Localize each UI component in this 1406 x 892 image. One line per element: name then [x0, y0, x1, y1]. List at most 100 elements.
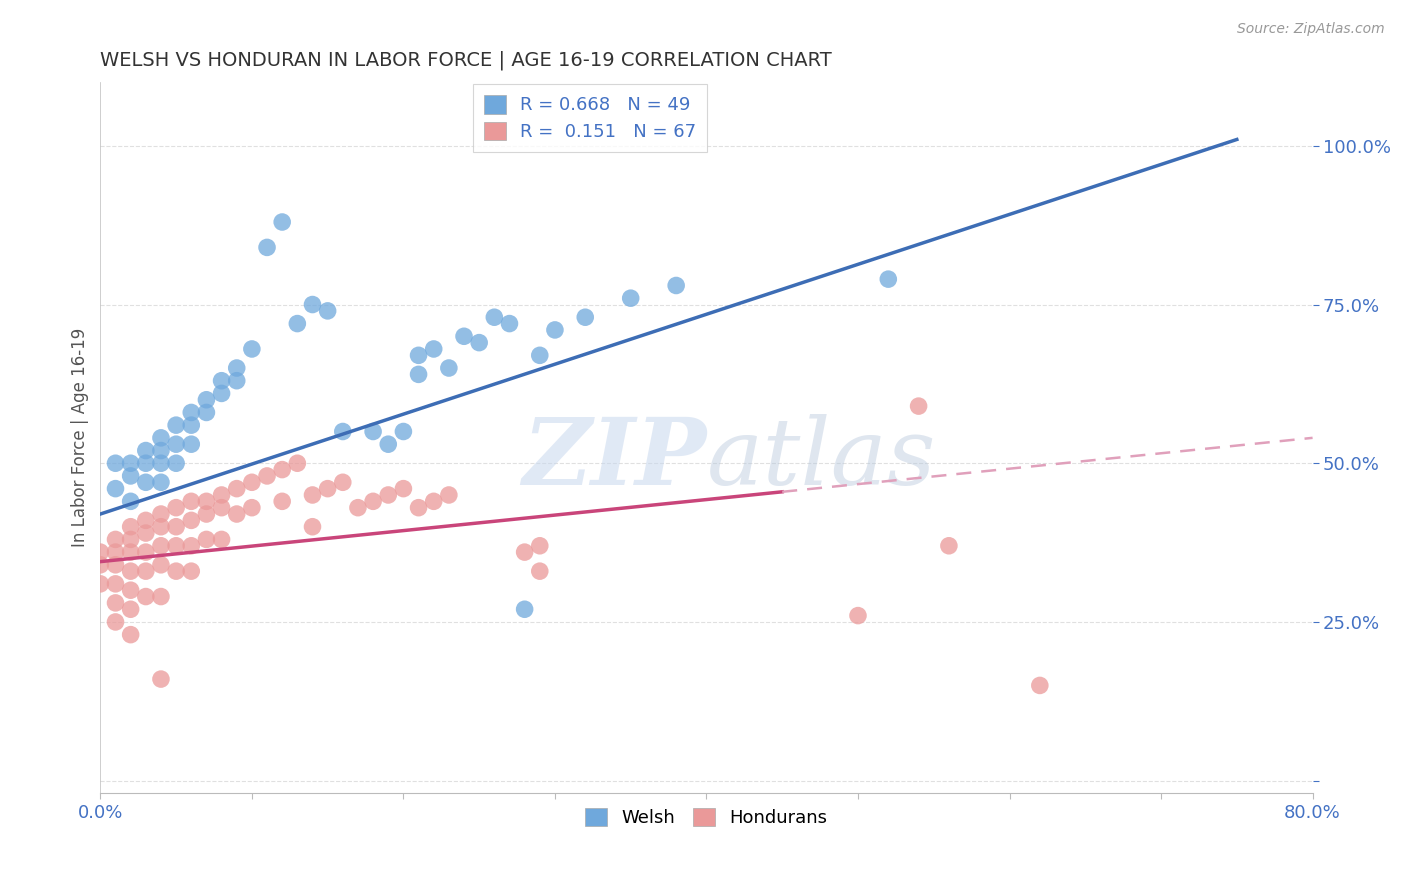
Point: [104, 456, 127, 470]
Point: [195, 392, 218, 407]
Point: [211, 488, 233, 502]
Point: [195, 494, 218, 508]
Point: [392, 482, 415, 496]
Point: [225, 374, 247, 388]
Point: [165, 519, 187, 533]
Point: [120, 469, 142, 483]
Point: [301, 519, 323, 533]
Point: [225, 507, 247, 521]
Point: [271, 462, 294, 476]
Point: [165, 456, 187, 470]
Point: [149, 475, 172, 490]
Point: [149, 507, 172, 521]
Point: [529, 539, 551, 553]
Point: [377, 437, 399, 451]
Point: [120, 545, 142, 559]
Point: [240, 342, 263, 356]
Point: [180, 437, 202, 451]
Point: [149, 519, 172, 533]
Point: [846, 608, 869, 623]
Point: [513, 602, 536, 616]
Point: [120, 564, 142, 578]
Point: [195, 405, 218, 419]
Point: [89, 558, 111, 572]
Point: [120, 627, 142, 641]
Text: Source: ZipAtlas.com: Source: ZipAtlas.com: [1237, 22, 1385, 37]
Point: [135, 590, 157, 604]
Point: [544, 323, 567, 337]
Point: [104, 558, 127, 572]
Point: [104, 533, 127, 547]
Point: [135, 456, 157, 470]
Point: [180, 494, 202, 508]
Point: [453, 329, 475, 343]
Point: [135, 443, 157, 458]
Point: [877, 272, 900, 286]
Point: [240, 475, 263, 490]
Point: [316, 482, 339, 496]
Point: [574, 310, 596, 325]
Point: [620, 291, 643, 305]
Point: [104, 545, 127, 559]
Point: [392, 425, 415, 439]
Point: [120, 583, 142, 598]
Point: [301, 297, 323, 311]
Point: [195, 507, 218, 521]
Point: [180, 418, 202, 433]
Point: [529, 348, 551, 362]
Point: [938, 539, 960, 553]
Point: [180, 513, 202, 527]
Point: [149, 558, 172, 572]
Point: [135, 475, 157, 490]
Point: [180, 564, 202, 578]
Legend: Welsh, Hondurans: Welsh, Hondurans: [578, 800, 835, 834]
Point: [468, 335, 491, 350]
Point: [211, 533, 233, 547]
Point: [120, 494, 142, 508]
Text: WELSH VS HONDURAN IN LABOR FORCE | AGE 16-19 CORRELATION CHART: WELSH VS HONDURAN IN LABOR FORCE | AGE 1…: [100, 51, 832, 70]
Point: [225, 361, 247, 376]
Point: [285, 456, 308, 470]
Point: [180, 539, 202, 553]
Point: [180, 405, 202, 419]
Point: [165, 539, 187, 553]
Point: [256, 469, 278, 483]
Text: atlas: atlas: [706, 414, 936, 504]
Point: [135, 513, 157, 527]
Point: [211, 386, 233, 401]
Point: [165, 418, 187, 433]
Point: [89, 577, 111, 591]
Point: [422, 494, 444, 508]
Point: [907, 399, 929, 413]
Point: [513, 545, 536, 559]
Point: [332, 475, 354, 490]
Point: [225, 482, 247, 496]
Point: [271, 215, 294, 229]
Point: [529, 564, 551, 578]
Point: [120, 533, 142, 547]
Point: [120, 519, 142, 533]
Point: [408, 500, 430, 515]
Point: [149, 590, 172, 604]
Point: [332, 425, 354, 439]
Point: [135, 564, 157, 578]
Point: [149, 431, 172, 445]
Point: [104, 577, 127, 591]
Point: [211, 374, 233, 388]
Point: [408, 348, 430, 362]
Point: [195, 533, 218, 547]
Point: [377, 488, 399, 502]
Point: [149, 539, 172, 553]
Point: [165, 500, 187, 515]
Point: [408, 368, 430, 382]
Text: ZIP: ZIP: [522, 414, 706, 504]
Y-axis label: In Labor Force | Age 16-19: In Labor Force | Age 16-19: [72, 328, 89, 548]
Point: [149, 443, 172, 458]
Point: [347, 500, 370, 515]
Point: [437, 488, 460, 502]
Point: [256, 240, 278, 254]
Point: [361, 494, 384, 508]
Point: [165, 437, 187, 451]
Point: [422, 342, 444, 356]
Point: [149, 456, 172, 470]
